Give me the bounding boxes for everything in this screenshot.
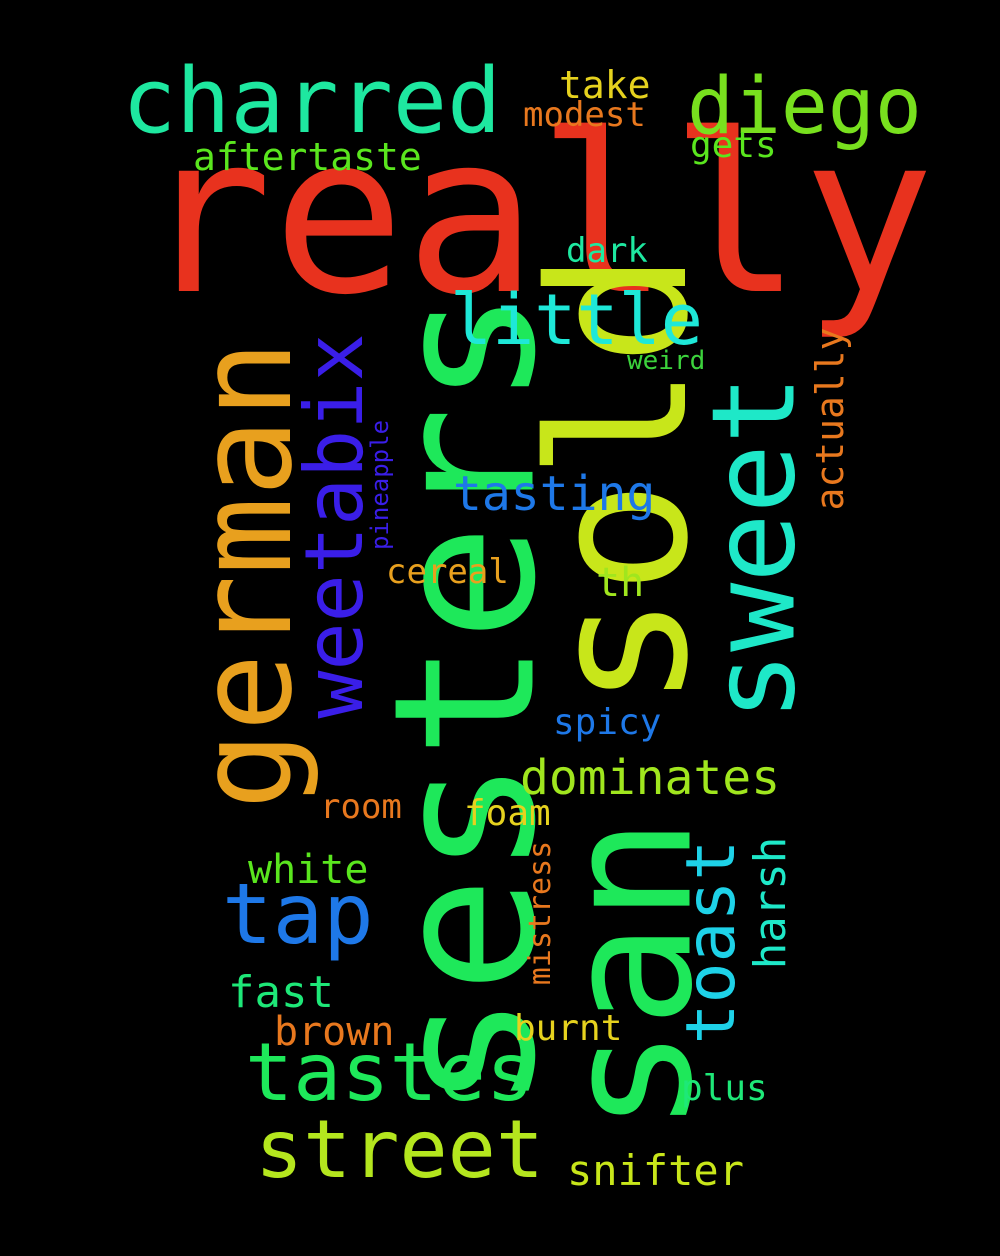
word-spicy: spicy (553, 702, 662, 743)
word-room: room (320, 787, 402, 827)
word-tap: tap (222, 865, 374, 963)
word-take: take (559, 63, 651, 107)
word-actually: actually (808, 327, 852, 511)
word-diego: diego (687, 62, 922, 152)
word-white: white (248, 847, 369, 893)
word-snifter: snifter (567, 1146, 745, 1195)
word-street: street (255, 1103, 544, 1196)
word-sweet: sweet (687, 374, 822, 722)
word-weird: weird (627, 346, 706, 376)
word-aftertaste: aftertaste (193, 135, 422, 179)
word-modest: modest (523, 95, 646, 135)
word-plus: plus (681, 1068, 768, 1109)
word-mistress: mistress (523, 840, 558, 986)
word-charred: charred (122, 49, 502, 154)
word-little: little (450, 279, 703, 361)
word-weetabix: weetabix (288, 333, 381, 719)
word-toast: toast (672, 839, 751, 1045)
word-brown: brown (274, 1009, 395, 1055)
word-dark: dark (566, 231, 648, 271)
word-cereal: cereal (386, 552, 509, 592)
word-foam: foam (464, 793, 551, 834)
word-tasting: tasting (453, 466, 656, 522)
word-burnt: burnt (514, 1008, 623, 1049)
word-harsh: harsh (745, 836, 796, 970)
word-pineapple: pineapple (366, 419, 394, 551)
word-gets: gets (690, 125, 777, 166)
word-th: th (596, 560, 645, 606)
word-dominates: dominates (520, 750, 781, 806)
word-fast: fast (228, 967, 334, 1018)
word-really: really (140, 87, 935, 343)
word-tastes: tastes (245, 1026, 534, 1119)
